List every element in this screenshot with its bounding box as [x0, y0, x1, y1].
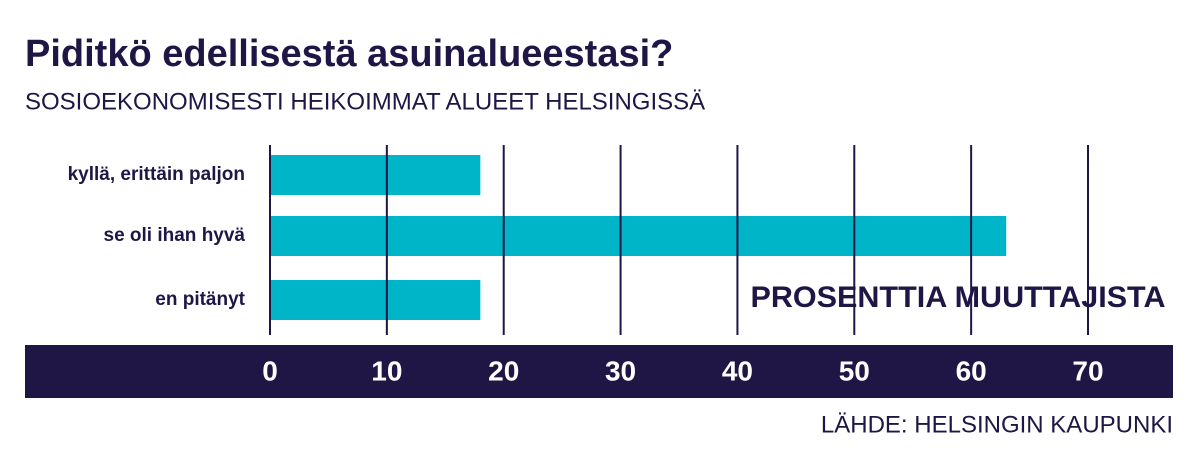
x-tick-label: 70	[1072, 355, 1103, 386]
x-tick-label: 40	[722, 355, 753, 386]
chart-subtitle: SOSIOEKONOMISESTI HEIKOIMMAT ALUEET HELS…	[25, 88, 705, 115]
x-tick-label: 50	[839, 355, 870, 386]
x-tick-label: 30	[605, 355, 636, 386]
annotation: PROSENTTIA MUUTTAJISTA	[751, 281, 1166, 314]
bar	[270, 155, 481, 195]
source: LÄHDE: HELSINGIN KAUPUNKI	[821, 411, 1173, 438]
y-tick-label: en pitänyt	[155, 289, 245, 310]
bar	[270, 216, 1007, 256]
y-tick-label: kyllä, erittäin paljon	[68, 164, 245, 185]
x-tick-label: 10	[371, 355, 402, 386]
y-tick-label: se oli ihan hyvä	[104, 225, 246, 246]
bar	[270, 280, 481, 320]
x-tick-label: 20	[488, 355, 519, 386]
axis-band	[25, 345, 1173, 398]
chart-title: Piditkö edellisestä asuinalueestasi?	[25, 33, 673, 75]
x-tick-label: 60	[956, 355, 987, 386]
x-tick-label: 0	[262, 355, 278, 386]
